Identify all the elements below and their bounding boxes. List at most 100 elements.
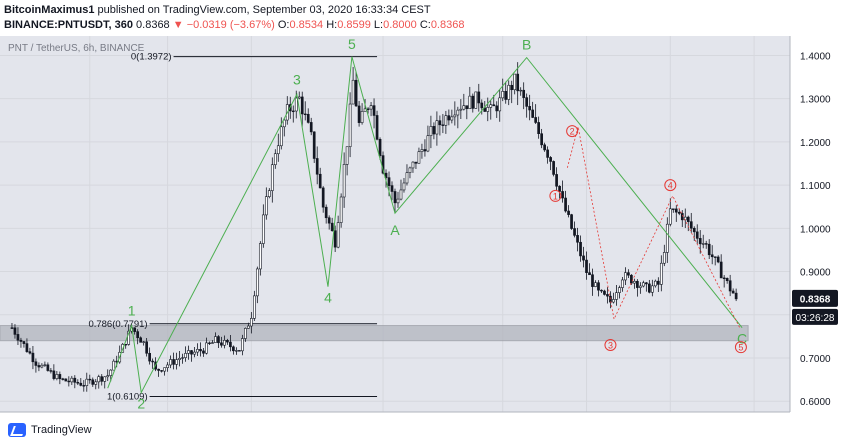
- candle-body: [585, 259, 588, 273]
- tradingview-logo[interactable]: TradingView: [8, 423, 92, 437]
- candle-body: [671, 208, 675, 210]
- candle-body: [327, 217, 331, 224]
- candle-body: [618, 287, 621, 293]
- candle-body: [193, 351, 196, 355]
- red-wave-line: [566, 126, 741, 328]
- candle-body: [465, 105, 469, 110]
- candle-body: [64, 378, 68, 382]
- candle-body: [169, 359, 172, 366]
- candle-body: [294, 97, 298, 112]
- candle-body: [109, 369, 113, 376]
- candle-body: [157, 368, 160, 371]
- y-tick-label: 1.1000: [800, 181, 831, 192]
- candle-body: [220, 342, 223, 346]
- candle-body: [426, 135, 430, 152]
- candle-body: [423, 149, 427, 152]
- fib-label: 0(1.3972): [131, 52, 172, 63]
- candle-body: [450, 116, 454, 121]
- candle-body: [372, 105, 376, 116]
- candle-body: [522, 89, 526, 98]
- candle-body: [375, 115, 379, 140]
- y-axis[interactable]: 1.40001.30001.20001.10001.00000.90000.80…: [789, 36, 850, 418]
- candle-body: [348, 103, 352, 148]
- candle-body: [97, 376, 101, 383]
- red-wave-label: 2: [570, 127, 575, 137]
- author-name[interactable]: BitcoinMaximus1: [4, 4, 95, 16]
- close-value: 0.8368: [430, 19, 465, 31]
- candle-body: [402, 182, 406, 191]
- candle-body: [214, 336, 217, 343]
- candle-body: [79, 382, 83, 386]
- y-tick-label: 1.4000: [800, 51, 831, 62]
- candle-body: [258, 243, 262, 270]
- y-axis-bg: [790, 36, 850, 418]
- last-price: 0.8368: [136, 19, 170, 31]
- candle-body: [393, 191, 397, 204]
- candle-body: [306, 113, 310, 123]
- candle-body: [247, 325, 250, 329]
- red-wave-label: 1: [553, 191, 558, 201]
- candle-body: [315, 158, 319, 175]
- candle-body: [558, 185, 561, 192]
- candle-body: [226, 340, 229, 343]
- candle-body: [713, 256, 717, 258]
- down-arrow-icon: ▼: [172, 19, 184, 31]
- y-tick-label: 0.7000: [800, 354, 831, 365]
- candle-body: [453, 114, 457, 118]
- green-wave-label: 3: [293, 71, 301, 87]
- candle-body: [510, 84, 514, 91]
- candle-body: [232, 346, 235, 352]
- candle-body: [250, 318, 253, 327]
- candle-body: [594, 282, 597, 287]
- candle-body: [645, 282, 648, 285]
- candle-body: [564, 197, 567, 212]
- candle-body: [151, 360, 154, 363]
- candle-body: [495, 105, 499, 112]
- candle-body: [432, 126, 436, 135]
- red-wave-circle: [566, 125, 579, 138]
- candle-body: [112, 360, 116, 371]
- candle-body: [665, 223, 669, 253]
- candle-body: [354, 79, 358, 107]
- candle-body: [282, 119, 286, 128]
- red-wave-label: 5: [738, 343, 743, 353]
- candle-body: [612, 299, 615, 303]
- candle-body: [73, 377, 77, 383]
- candle-body: [148, 352, 151, 362]
- candle-body: [297, 96, 301, 99]
- y-tick-label: 1.0000: [800, 224, 831, 235]
- publish-info: published on TradingView.com, September …: [97, 4, 431, 16]
- open-value: 0.8534: [289, 19, 324, 31]
- candle-body: [591, 274, 594, 287]
- candle-body: [166, 364, 169, 368]
- price-chart[interactable]: 0(1.3972) 0.786(0.7791) 1(0.6109) 1 2 3 4 5 A B C…: [0, 36, 850, 418]
- candle-body: [363, 108, 367, 112]
- candle-body: [731, 290, 735, 294]
- red-wave-label: 4: [668, 181, 673, 191]
- candle-body: [471, 95, 475, 109]
- candle-body: [235, 350, 238, 352]
- candle-body: [456, 109, 460, 116]
- candle-body: [528, 106, 532, 111]
- candle-body: [603, 290, 606, 295]
- candle-body: [701, 243, 705, 245]
- candle-body: [196, 349, 199, 353]
- candle-body: [100, 376, 104, 382]
- candle-body: [689, 221, 693, 229]
- candle-body: [333, 230, 337, 248]
- candle-body: [106, 375, 110, 378]
- candle-body: [734, 292, 738, 300]
- brand-name: TradingView: [31, 424, 92, 436]
- x-axis[interactable]: Jul1320Aug101724Sep: [0, 411, 790, 418]
- candle-body: [420, 149, 424, 152]
- candle-body: [489, 104, 493, 108]
- candle-body: [253, 295, 256, 319]
- red-wave-label: 3: [608, 341, 613, 351]
- candle-body: [651, 285, 654, 293]
- candle-body: [674, 208, 678, 213]
- low-value: 0.8000: [383, 19, 417, 31]
- candle-body: [184, 353, 187, 358]
- candle-body: [576, 235, 579, 243]
- candle-body: [600, 289, 603, 292]
- candle-body: [145, 341, 148, 354]
